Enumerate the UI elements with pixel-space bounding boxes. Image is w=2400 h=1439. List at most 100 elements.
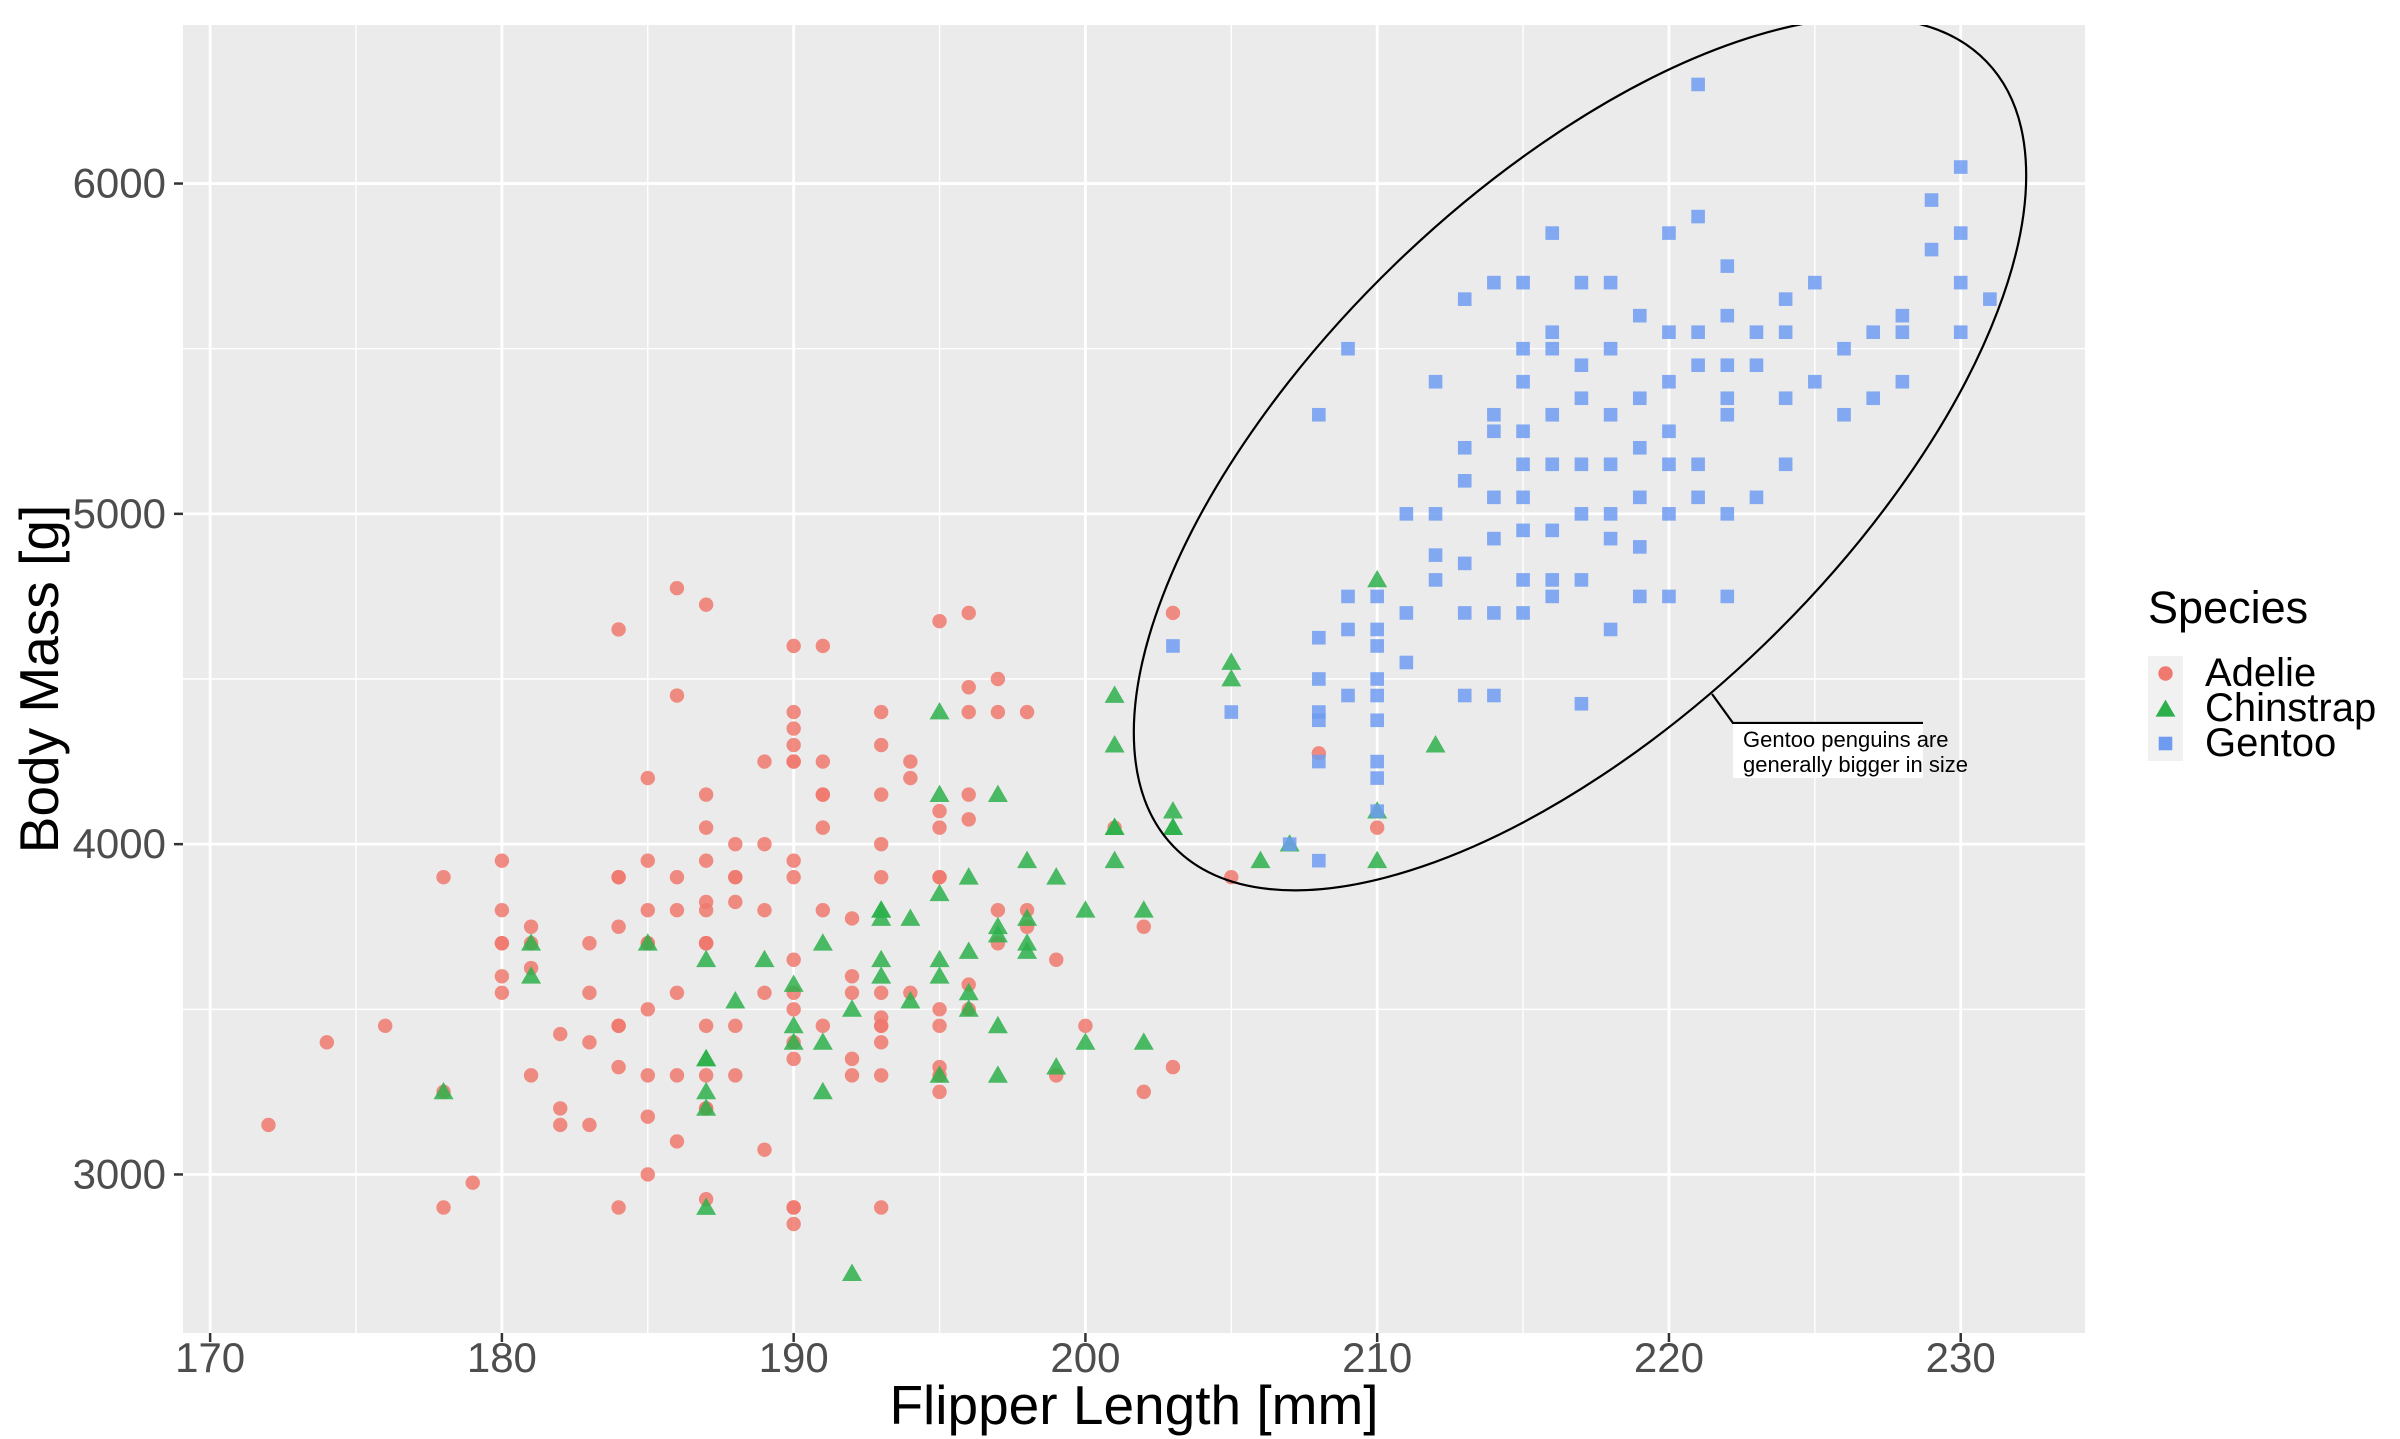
data-point [1574, 275, 1589, 290]
data-point [1370, 713, 1384, 728]
data-point [1720, 308, 1735, 323]
x-axis-title: Flipper Length [mm] [889, 1374, 1378, 1436]
data-point [929, 949, 950, 968]
data-point [1078, 1018, 1093, 1034]
data-point [786, 754, 801, 769]
data-point [698, 787, 714, 802]
data-point [640, 770, 655, 786]
data-point [728, 1068, 743, 1083]
gentoo-mark-ellipse [1132, 25, 2028, 892]
data-point [871, 908, 892, 926]
data-point [783, 1015, 804, 1034]
x-tick-label: 220 [1634, 1334, 1704, 1381]
data-point [1341, 341, 1355, 356]
data-point [990, 704, 1006, 720]
data-point [696, 1197, 717, 1215]
data-point [844, 985, 860, 1000]
data-point [494, 936, 510, 951]
data-point [871, 966, 892, 984]
data-point [1428, 573, 1443, 587]
data-point [1516, 374, 1530, 389]
data-point [1574, 696, 1589, 711]
data-point [987, 1065, 1008, 1083]
data-point [1574, 457, 1589, 472]
y-axis-title: Body Mass [g] [8, 505, 70, 853]
data-point [1691, 325, 1705, 339]
data-point [582, 985, 597, 1000]
data-point [1221, 652, 1242, 670]
legend-item-adelie: Adelie [2148, 651, 2376, 695]
data-point [1516, 341, 1530, 356]
data-point [1662, 325, 1676, 339]
data-point [1603, 507, 1618, 521]
data-point [929, 1065, 950, 1083]
data-point [1341, 688, 1355, 703]
data-point [1341, 622, 1355, 637]
data-point [1487, 531, 1501, 546]
data-point [611, 1018, 626, 1034]
data-point [1778, 325, 1793, 339]
gentoo-square-icon [2158, 736, 2173, 751]
data-point [523, 1068, 539, 1083]
data-point [1250, 850, 1271, 869]
data-point [521, 966, 542, 984]
data-point [754, 949, 775, 968]
data-point [929, 966, 950, 984]
data-point [786, 869, 801, 885]
data-point [1574, 391, 1589, 406]
data-point [1866, 391, 1880, 406]
data-point [786, 1002, 801, 1017]
data-point [1632, 490, 1647, 505]
data-point [1136, 919, 1151, 934]
data-point [1049, 952, 1064, 967]
data-point [1399, 606, 1414, 620]
data-point [1370, 589, 1384, 604]
data-point [873, 1068, 889, 1083]
data-point [1953, 160, 1968, 174]
data-point [757, 985, 772, 1000]
data-point [987, 784, 1008, 803]
data-point [1720, 358, 1735, 373]
data-point [698, 1018, 714, 1034]
data-point [1162, 801, 1183, 819]
data-point [640, 853, 655, 868]
data-point [1632, 308, 1647, 323]
data-point [1487, 407, 1501, 422]
data-point [932, 1002, 947, 1017]
data-point [1603, 622, 1618, 637]
chinstrap-key [2148, 691, 2183, 726]
data-point [582, 1035, 597, 1050]
data-point [786, 952, 801, 967]
data-point [757, 1142, 772, 1157]
data-point [640, 1167, 655, 1182]
data-point [436, 1200, 451, 1215]
data-point [958, 941, 979, 959]
data-point [1778, 292, 1793, 306]
data-point [1162, 817, 1183, 836]
axis-tick-marks [174, 182, 1962, 1342]
x-axis-tick-labels: 170 180 190 200 210 220 230 [175, 1334, 1996, 1381]
data-point [640, 1109, 655, 1124]
data-point [1487, 606, 1501, 620]
data-point [1367, 569, 1388, 588]
data-point [1516, 457, 1530, 472]
data-point [1662, 589, 1676, 604]
data-point [1632, 391, 1647, 406]
data-point [786, 704, 801, 720]
data-point [815, 638, 831, 654]
data-point [1749, 490, 1764, 505]
data-point [1075, 900, 1096, 918]
data-point [786, 853, 801, 868]
data-point [757, 754, 772, 769]
adelie-key [2148, 656, 2183, 691]
data-point [1428, 507, 1443, 521]
data-point [433, 1081, 454, 1100]
data-point [1046, 1057, 1067, 1075]
data-point [1574, 573, 1589, 587]
data-point [640, 1068, 655, 1083]
data-point [1983, 292, 1997, 306]
data-point [1312, 630, 1326, 645]
x-tick-label: 200 [1050, 1334, 1120, 1381]
data-point [815, 820, 831, 835]
